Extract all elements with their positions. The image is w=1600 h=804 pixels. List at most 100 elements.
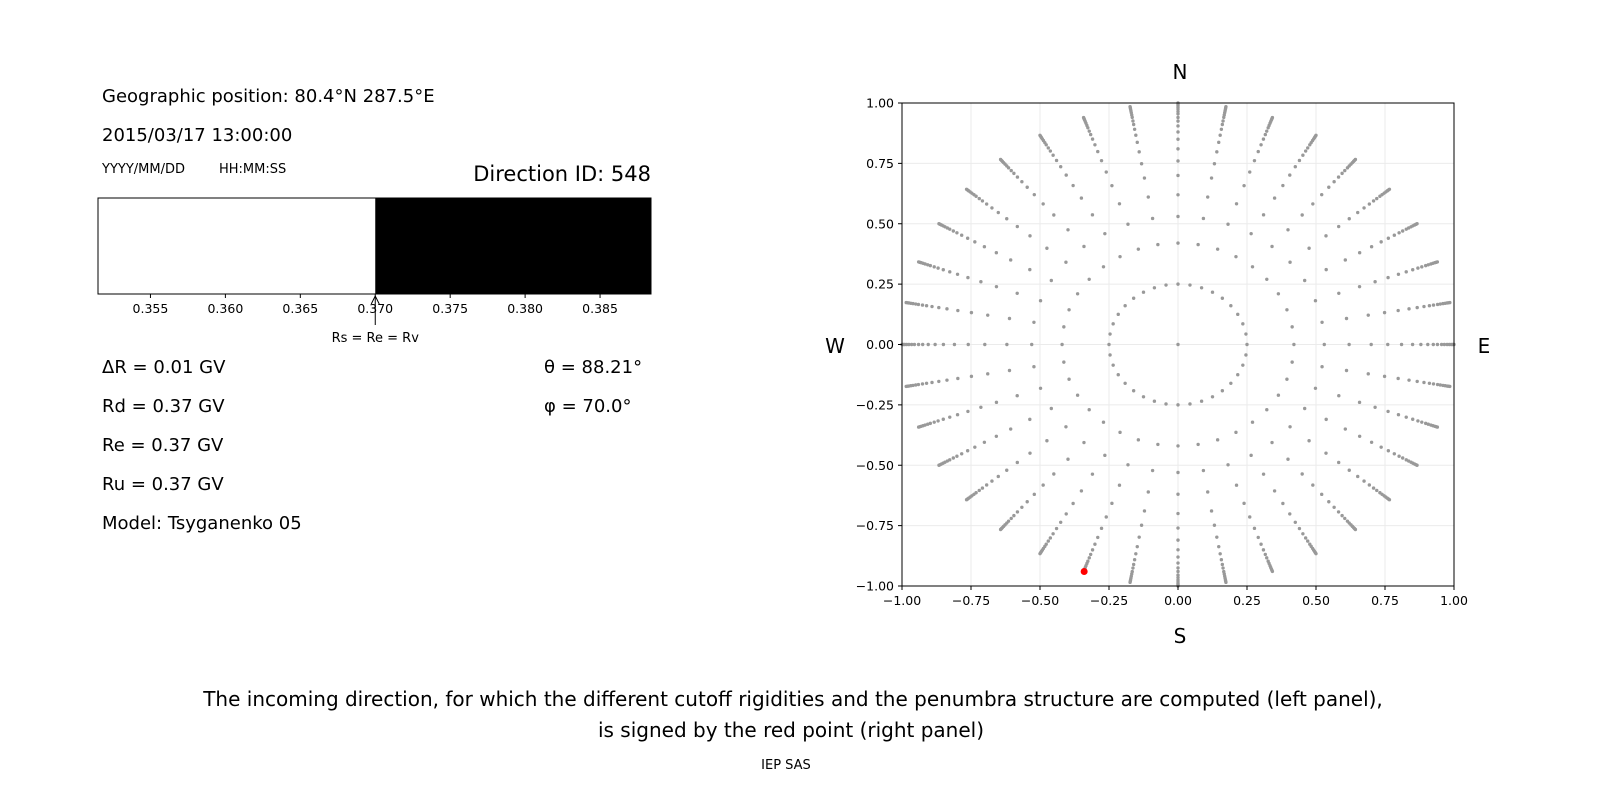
data-point xyxy=(1201,216,1206,221)
theta-value: θ = 88.21° xyxy=(544,357,642,378)
data-point xyxy=(994,434,999,438)
data-point xyxy=(1209,176,1214,180)
data-point xyxy=(1252,526,1257,531)
data-point xyxy=(1261,472,1266,476)
data-point xyxy=(1367,483,1372,487)
data-point xyxy=(1088,552,1093,557)
data-point xyxy=(1082,244,1086,249)
data-point xyxy=(1090,137,1095,141)
data-point xyxy=(982,244,987,249)
caption-line-2: is signed by the red point (right panel) xyxy=(598,718,984,742)
data-point xyxy=(1071,183,1075,188)
data-point xyxy=(1028,417,1032,422)
data-point xyxy=(914,302,918,306)
data-point xyxy=(1369,244,1374,249)
data-point xyxy=(1337,394,1341,398)
data-point xyxy=(1369,342,1373,347)
data-point xyxy=(1244,332,1248,336)
data-point xyxy=(1101,265,1106,269)
footer-credit: IEP SAS xyxy=(761,758,811,773)
data-point xyxy=(1188,402,1192,406)
data-point xyxy=(1219,558,1224,562)
data-point xyxy=(1059,520,1063,524)
data-point xyxy=(1270,115,1275,120)
data-point xyxy=(1176,555,1180,559)
data-point xyxy=(1215,247,1220,251)
direction-id: Direction ID: 548 xyxy=(473,162,651,186)
data-point xyxy=(1362,479,1366,483)
data-point xyxy=(1103,453,1107,458)
data-point xyxy=(1313,299,1318,303)
data-point xyxy=(1343,516,1347,521)
data-point xyxy=(1426,342,1430,347)
data-point xyxy=(1297,158,1302,163)
data-point xyxy=(1438,383,1442,387)
data-point xyxy=(1396,413,1401,417)
data-point xyxy=(1028,451,1032,455)
data-point xyxy=(1060,342,1064,347)
data-point xyxy=(1156,242,1160,247)
data-point xyxy=(1270,244,1274,249)
model-name: Model: Tsyganenko 05 xyxy=(102,513,302,534)
data-point xyxy=(965,236,970,240)
data-point xyxy=(1221,119,1225,123)
data-point xyxy=(1415,305,1419,310)
data-point xyxy=(1176,526,1180,530)
data-point xyxy=(926,263,930,267)
data-point xyxy=(1051,153,1055,157)
data-point xyxy=(1093,143,1097,147)
data-point xyxy=(1134,552,1138,556)
data-point xyxy=(1407,378,1411,382)
data-point xyxy=(1032,365,1036,369)
x-tick-label: 0.385 xyxy=(582,301,618,316)
data-point xyxy=(1041,202,1045,206)
data-point xyxy=(941,342,946,347)
data-point xyxy=(1054,158,1059,163)
data-point xyxy=(1224,104,1228,109)
data-point xyxy=(1096,149,1100,154)
data-point xyxy=(1288,512,1292,516)
data-point xyxy=(1229,303,1233,308)
data-point xyxy=(1314,133,1318,138)
data-point xyxy=(1416,419,1420,423)
data-point xyxy=(1066,228,1070,232)
data-point xyxy=(1320,192,1324,197)
data-point xyxy=(1212,162,1217,166)
data-point xyxy=(1075,393,1080,397)
data-point xyxy=(1250,265,1255,269)
y-tick-label: 0.50 xyxy=(866,216,894,231)
data-point xyxy=(1101,420,1106,424)
data-point xyxy=(1015,510,1020,514)
penumbra-segment xyxy=(375,198,651,294)
data-point xyxy=(1209,509,1214,513)
data-point xyxy=(920,382,925,386)
data-point xyxy=(1301,532,1305,536)
data-point xyxy=(1196,442,1200,447)
data-point xyxy=(996,474,1000,479)
data-point xyxy=(1136,247,1141,251)
data-point xyxy=(1176,444,1180,448)
data-point xyxy=(1131,389,1136,393)
data-point xyxy=(1336,175,1341,179)
data-point xyxy=(984,202,989,206)
x-tick-label: 0.365 xyxy=(282,301,318,316)
data-point xyxy=(936,419,940,423)
datetime: 2015/03/17 13:00:00 xyxy=(102,125,292,146)
data-point xyxy=(1032,492,1036,497)
data-point xyxy=(945,378,949,382)
data-point xyxy=(1111,322,1115,326)
data-point xyxy=(1340,171,1344,176)
data-point xyxy=(1048,536,1053,540)
x-tick-label: −0.75 xyxy=(952,593,990,608)
data-point xyxy=(1107,342,1111,347)
data-point xyxy=(1009,516,1013,521)
data-point xyxy=(1176,173,1180,178)
data-point xyxy=(1306,539,1310,543)
data-point xyxy=(1392,233,1397,237)
penumbra-segment xyxy=(98,198,376,294)
data-point xyxy=(1176,159,1180,163)
data-point xyxy=(1292,342,1296,347)
data-point xyxy=(1152,399,1157,403)
data-point xyxy=(1188,283,1192,287)
data-point xyxy=(1404,270,1408,274)
